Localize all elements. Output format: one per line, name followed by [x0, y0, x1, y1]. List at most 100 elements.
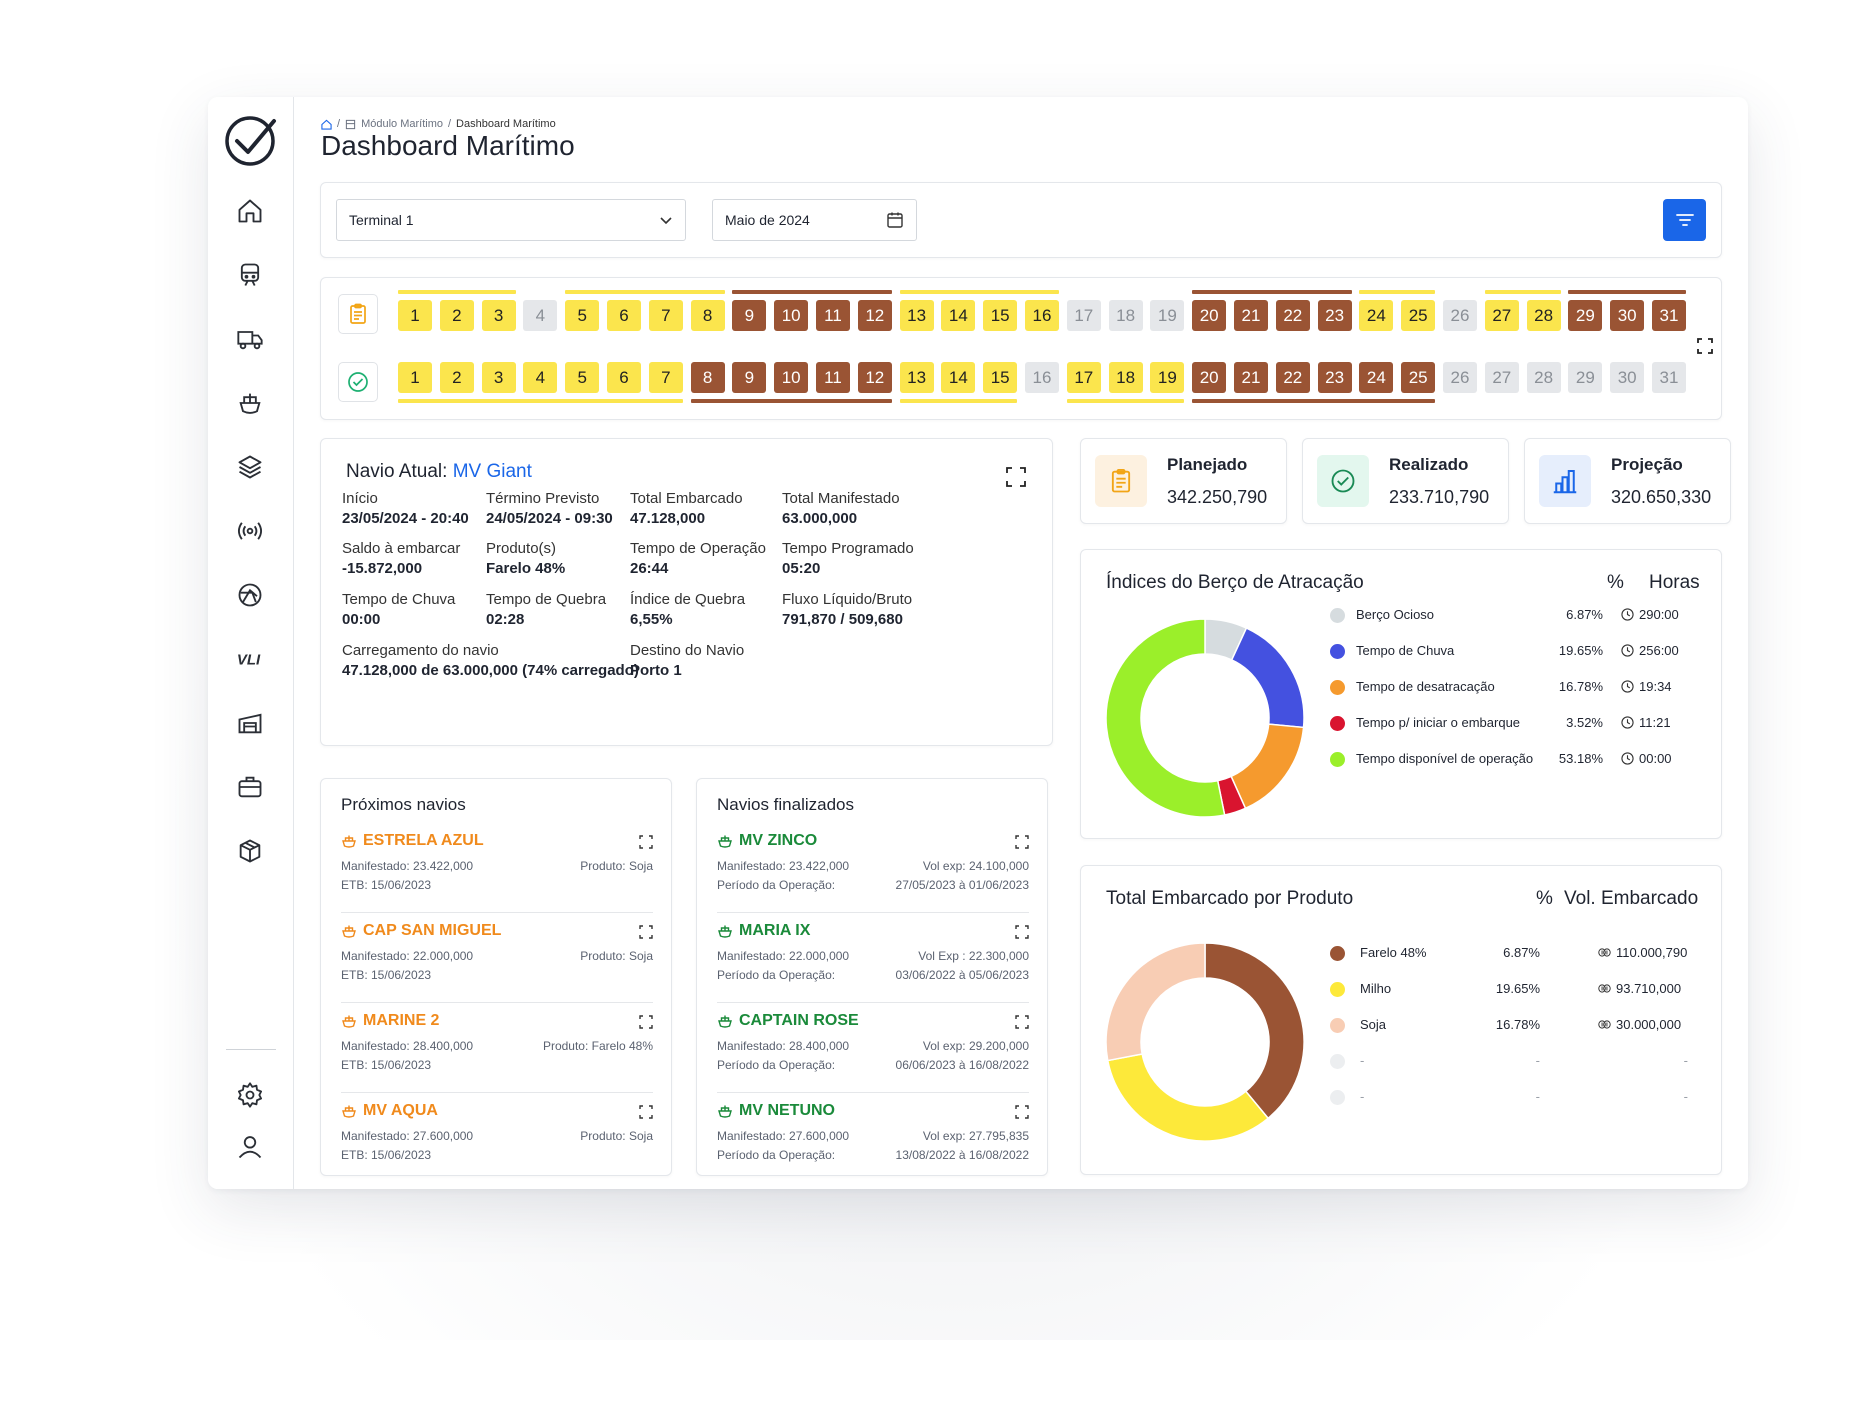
period-date-picker[interactable]: Maio de 2024 — [712, 199, 917, 241]
calendar-icon[interactable] — [886, 211, 904, 229]
calendar-day[interactable]: 7 — [648, 362, 683, 393]
settings-gear-icon[interactable] — [233, 1078, 267, 1112]
ship-icon[interactable] — [233, 386, 267, 420]
calendar-day[interactable]: 10 — [774, 362, 809, 393]
calendar-day[interactable]: 8 — [690, 362, 725, 393]
donut-slice[interactable] — [1230, 723, 1305, 810]
calendar-day[interactable]: 13 — [899, 362, 934, 393]
expand-icon[interactable] — [639, 1015, 653, 1029]
calendar-day[interactable]: 5 — [565, 300, 600, 331]
calendar-day[interactable]: 11 — [816, 362, 850, 393]
calendar-day[interactable]: 23 — [1317, 300, 1352, 331]
calendar-day[interactable]: 13 — [899, 300, 934, 331]
user-profile-icon[interactable] — [233, 1130, 267, 1164]
calendar-day[interactable]: 31 — [1652, 300, 1686, 331]
calendar-day[interactable]: 17 — [1066, 362, 1101, 393]
donut-slice[interactable] — [1106, 1053, 1270, 1142]
ship-list-item[interactable]: MV AQUA Manifestado: 27.600,000 Produto: S… — [341, 1102, 653, 1189]
calendar-day[interactable]: 22 — [1275, 362, 1310, 393]
donut-slice[interactable] — [1105, 618, 1226, 818]
legend-item[interactable]: --- — [1330, 1086, 1705, 1108]
legend-item[interactable]: Tempo de desatracação 16.78% 19:34 — [1330, 676, 1705, 698]
ship-list-item[interactable]: CAP SAN MIGUEL Manifestado: 22.000,000 Pro… — [341, 922, 653, 1012]
calendar-day[interactable]: 2 — [439, 362, 474, 393]
ship-name[interactable]: CAP SAN MIGUEL — [341, 922, 501, 940]
ship-list-item[interactable]: MV NETUNO Manifestado: 27.600,000 Vol exp:… — [717, 1102, 1029, 1189]
expand-icon[interactable] — [1015, 1105, 1029, 1119]
calendar-day[interactable]: 31 — [1652, 362, 1686, 393]
donut-slice[interactable] — [1105, 942, 1206, 1062]
calendar-day[interactable]: 19 — [1150, 362, 1185, 393]
legend-item[interactable]: Farelo 48% 6.87% 110.000,790 — [1330, 942, 1705, 964]
calendar-day[interactable]: 21 — [1234, 362, 1268, 393]
calendar-day[interactable]: 15 — [983, 300, 1018, 331]
expand-icon[interactable] — [639, 1105, 653, 1119]
calendar-day[interactable]: 2 — [439, 300, 474, 331]
calendar-day[interactable]: 24 — [1359, 362, 1394, 393]
calendar-day[interactable]: 11 — [816, 300, 850, 331]
calendar-day[interactable]: 30 — [1610, 362, 1645, 393]
donut-slice[interactable] — [1204, 942, 1305, 1120]
broadcast-icon[interactable] — [233, 514, 267, 548]
layers-icon[interactable] — [233, 450, 267, 484]
legend-item[interactable]: Tempo disponível de operação 53.18% 00:00 — [1330, 748, 1705, 770]
briefcase-icon[interactable] — [233, 770, 267, 804]
calendar-day[interactable]: 28 — [1526, 362, 1561, 393]
current-vessel-name[interactable]: MV Giant — [452, 461, 532, 482]
calendar-day[interactable]: 1 — [398, 362, 432, 393]
legend-item[interactable]: Berço Ocioso 6.87% 290:00 — [1330, 604, 1705, 626]
calendar-day[interactable]: 20 — [1192, 300, 1227, 331]
calendar-day[interactable]: 18 — [1108, 300, 1143, 331]
ship-list-item[interactable]: MV ZINCO Manifestado: 23.422,000 Vol exp: … — [717, 832, 1029, 922]
calendar-day[interactable]: 19 — [1150, 300, 1185, 331]
calendar-day[interactable]: 21 — [1234, 300, 1268, 331]
calendar-day[interactable]: 24 — [1359, 300, 1394, 331]
aperture-icon[interactable] — [233, 578, 267, 612]
calendar-day[interactable]: 25 — [1401, 362, 1436, 393]
ship-name[interactable]: MV ZINCO — [717, 832, 817, 850]
calendar-day[interactable]: 14 — [941, 362, 976, 393]
calendar-day[interactable]: 26 — [1443, 300, 1477, 331]
ship-list-item[interactable]: MARINE 2 Manifestado: 28.400,000 Produto: … — [341, 1012, 653, 1102]
calendar-day[interactable]: 18 — [1108, 362, 1143, 393]
calendar-day[interactable]: 29 — [1568, 300, 1603, 331]
ship-name[interactable]: MV AQUA — [341, 1102, 438, 1120]
calendar-day[interactable]: 22 — [1275, 300, 1310, 331]
filter-button[interactable] — [1663, 199, 1706, 241]
calendar-day[interactable]: 7 — [648, 300, 683, 331]
calendar-day[interactable]: 16 — [1025, 362, 1059, 393]
calendar-day[interactable]: 9 — [732, 300, 767, 331]
legend-item[interactable]: Soja 16.78% 30.000,000 — [1330, 1014, 1705, 1036]
calendar-day[interactable]: 15 — [983, 362, 1018, 393]
calendar-day[interactable]: 16 — [1025, 300, 1059, 331]
calendar-day[interactable]: 8 — [690, 300, 725, 331]
calendar-day[interactable]: 14 — [941, 300, 976, 331]
calendar-day[interactable]: 29 — [1568, 362, 1603, 393]
ship-list-item[interactable]: ESTRELA AZUL Manifestado: 23.422,000 Produ… — [341, 832, 653, 922]
expand-icon[interactable] — [1015, 835, 1029, 849]
legend-item[interactable]: --- — [1330, 1050, 1705, 1072]
expand-icon[interactable] — [639, 925, 653, 939]
ship-name[interactable]: MV NETUNO — [717, 1102, 835, 1120]
home-small-icon[interactable] — [321, 119, 332, 130]
ship-name[interactable]: MARIA IX — [717, 922, 810, 940]
expand-icon[interactable] — [1697, 338, 1713, 354]
expand-icon[interactable] — [639, 835, 653, 849]
calendar-day[interactable]: 10 — [774, 300, 809, 331]
vli-logo-icon[interactable]: VLI — [233, 642, 267, 676]
calendar-day[interactable]: 30 — [1610, 300, 1645, 331]
calendar-day[interactable]: 12 — [857, 300, 892, 331]
calendar-day[interactable]: 27 — [1484, 300, 1519, 331]
calendar-day[interactable]: 6 — [607, 300, 641, 331]
calendar-day[interactable]: 26 — [1443, 362, 1477, 393]
expand-icon[interactable] — [1015, 925, 1029, 939]
ship-name[interactable]: MARINE 2 — [341, 1012, 439, 1030]
calendar-day[interactable]: 17 — [1066, 300, 1101, 331]
warehouse-icon[interactable] — [233, 706, 267, 740]
train-icon[interactable] — [233, 258, 267, 292]
calendar-day[interactable]: 3 — [481, 362, 516, 393]
home-icon[interactable] — [233, 194, 267, 228]
calendar-day[interactable]: 4 — [523, 362, 558, 393]
calendar-day[interactable]: 23 — [1317, 362, 1352, 393]
legend-item[interactable]: Milho 19.65% 93.710,000 — [1330, 978, 1705, 1000]
